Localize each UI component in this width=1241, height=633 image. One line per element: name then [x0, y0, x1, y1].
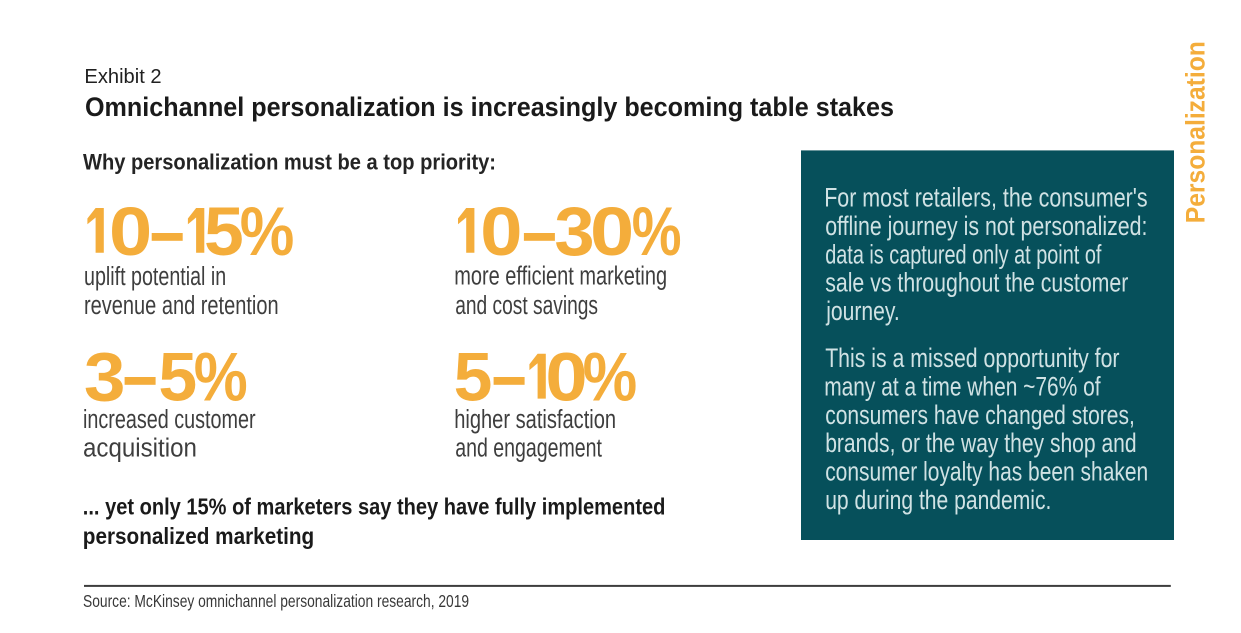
- svg-text:5: 5: [204, 193, 244, 270]
- svg-text:many at a time when ~76% of: many at a time when ~76% of: [824, 371, 1101, 401]
- svg-text:increased customer: increased customer: [83, 406, 256, 434]
- svg-text:%: %: [583, 339, 638, 416]
- svg-text:sale vs throughout the custome: sale vs throughout the customer: [825, 268, 1128, 298]
- svg-text:Personalization: Personalization: [1180, 41, 1210, 223]
- svg-text:Source: McKinsey omnichannel p: Source: McKinsey omnichannel personaliza…: [83, 591, 469, 611]
- svg-text:%: %: [632, 193, 682, 270]
- svg-text:5: 5: [454, 339, 493, 416]
- svg-text:and engagement: and engagement: [455, 434, 602, 462]
- svg-text:This is a missed opportunity f: This is a missed opportunity for: [825, 343, 1119, 373]
- svg-text:0: 0: [590, 193, 634, 270]
- svg-text:acquisition: acquisition: [83, 434, 197, 462]
- svg-text:3: 3: [554, 193, 594, 270]
- svg-text:data is captured only at point: data is captured only at point of: [825, 239, 1102, 269]
- svg-text:0: 0: [545, 339, 587, 416]
- svg-text:Omnichannel personalization is: Omnichannel personalization is increasin…: [85, 92, 894, 122]
- svg-text:consumers have changed stores,: consumers have changed stores,: [825, 400, 1135, 430]
- svg-text:higher satisfaction: higher satisfaction: [454, 406, 616, 434]
- svg-text:5: 5: [158, 339, 197, 416]
- svg-text:personalized marketing: personalized marketing: [83, 523, 314, 549]
- svg-text:Why personalization must be a: Why personalization must be a top priori…: [83, 150, 496, 175]
- svg-text:For most retailers, the consum: For most retailers, the consumer's: [824, 183, 1147, 213]
- svg-text:3: 3: [84, 339, 126, 416]
- svg-text:0: 0: [480, 193, 522, 270]
- svg-text:Exhibit 2: Exhibit 2: [84, 66, 161, 88]
- svg-text:journey.: journey.: [825, 296, 899, 326]
- svg-text:%: %: [194, 339, 248, 416]
- svg-text:brands, or the way they shop a: brands, or the way they shop and: [825, 428, 1136, 458]
- svg-text:more efficient marketing: more efficient marketing: [454, 263, 667, 291]
- svg-text:and cost savings: and cost savings: [455, 292, 598, 320]
- svg-text:revenue and retention: revenue and retention: [84, 292, 279, 320]
- svg-text:%: %: [240, 193, 295, 270]
- svg-text:0: 0: [109, 193, 152, 270]
- svg-text:offline journey is not persona: offline journey is not personalized:: [825, 211, 1147, 241]
- svg-text:consumer loyalty has been shak: consumer loyalty has been shaken: [825, 457, 1148, 487]
- svg-text:... yet only 15% of marketers: ... yet only 15% of marketers say they h…: [83, 494, 666, 520]
- svg-text:up during the pandemic.: up during the pandemic.: [825, 485, 1051, 515]
- svg-text:uplift potential in: uplift potential in: [84, 263, 226, 291]
